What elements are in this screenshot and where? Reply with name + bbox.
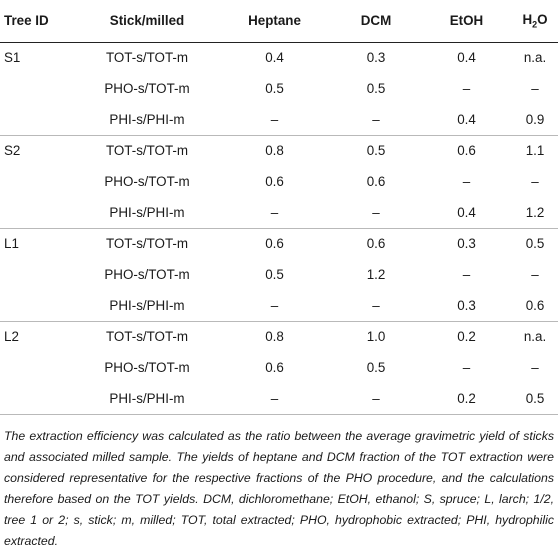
header-h2o: H2O bbox=[512, 0, 558, 43]
cell-etoh: 0.3 bbox=[421, 290, 512, 322]
cell-dcm: 0.5 bbox=[366, 360, 386, 375]
cell-etoh: – bbox=[462, 267, 471, 282]
table-row: PHI-s/PHI-m – –0.4 0.9 bbox=[0, 104, 558, 136]
table-row: PHO-s/TOT-m 0.5 0.5 – – bbox=[0, 73, 558, 104]
cell-etoh: 0.4 bbox=[421, 197, 512, 229]
cell-heptane: – bbox=[218, 290, 331, 322]
cell-h2o: 0.5 bbox=[525, 236, 545, 252]
cell-dcm: 0.3 bbox=[366, 50, 386, 66]
cell-tree-id bbox=[0, 290, 76, 322]
cell-heptane: – bbox=[218, 383, 331, 415]
cell-stick-milled: PHO-s/TOT-m bbox=[104, 81, 190, 96]
cell-tree-id: S2 bbox=[4, 143, 21, 159]
extraction-efficiency-table: Tree ID Stick/milled Heptane DCM EtOH H2… bbox=[0, 0, 558, 415]
cell-etoh: 0.6 bbox=[457, 143, 476, 159]
cell-dcm: – bbox=[331, 383, 421, 415]
header-etoh: EtOH bbox=[421, 0, 512, 43]
cell-etoh: – bbox=[462, 360, 471, 375]
cell-dcm: 0.5 bbox=[366, 143, 386, 159]
cell-stick-milled: PHI-s/PHI-m bbox=[76, 104, 218, 136]
cell-stick-milled: TOT-s/TOT-m bbox=[105, 236, 189, 252]
table-row: PHO-s/TOT-m 0.6 0.5 – – bbox=[0, 352, 558, 383]
cell-dcm: 1.2 bbox=[366, 267, 386, 282]
cell-tree-id: L1 bbox=[4, 236, 19, 252]
cell-heptane: 0.5 bbox=[265, 267, 284, 282]
cell-tree-id bbox=[0, 166, 76, 197]
cell-heptane: 0.6 bbox=[265, 236, 284, 252]
cell-tree-id: S1 bbox=[4, 50, 21, 66]
table-header-row: Tree ID Stick/milled Heptane DCM EtOH H2… bbox=[0, 0, 558, 43]
cell-etoh: 0.3 bbox=[457, 236, 476, 252]
cell-h2o: – bbox=[531, 81, 539, 96]
cell-dcm: 0.5 bbox=[366, 81, 386, 96]
cell-h2o: – bbox=[531, 174, 539, 189]
cell-heptane: 0.6 bbox=[265, 174, 284, 189]
cell-etoh: – bbox=[462, 81, 471, 96]
cell-stick-milled: PHI-s/PHI-m bbox=[76, 197, 218, 229]
header-h2o-h: H bbox=[522, 11, 533, 27]
table-row: S2 TOT-s/TOT-m 0.8 0.5 0.6 1.1 bbox=[0, 135, 558, 166]
cell-h2o: n.a. bbox=[523, 50, 547, 66]
table-footnote: The extraction efficiency was calculated… bbox=[4, 429, 554, 548]
cell-heptane: 0.8 bbox=[265, 329, 284, 345]
cell-etoh: 0.4 bbox=[457, 50, 476, 66]
table-row: S1 TOT-s/TOT-m 0.4 0.3 0.4 n.a. bbox=[0, 42, 558, 73]
cell-stick-milled: PHO-s/TOT-m bbox=[104, 360, 190, 375]
cell-heptane: 0.4 bbox=[265, 50, 284, 66]
table-row: PHO-s/TOT-m 0.5 1.2 – – bbox=[0, 259, 558, 290]
table-row: PHO-s/TOT-m 0.6 0.6 – – bbox=[0, 166, 558, 197]
cell-dcm: – bbox=[331, 197, 421, 229]
cell-h2o: n.a. bbox=[523, 329, 547, 345]
table-body: S1 TOT-s/TOT-m 0.4 0.3 0.4 n.a. PHO-s/TOT-m 0.5… bbox=[0, 42, 558, 415]
cell-stick-milled: PHO-s/TOT-m bbox=[104, 174, 190, 189]
cell-stick-milled: TOT-s/TOT-m bbox=[105, 50, 189, 66]
cell-heptane: 0.8 bbox=[265, 143, 284, 159]
cell-heptane: 0.5 bbox=[265, 81, 284, 96]
cell-tree-id bbox=[0, 73, 76, 104]
cell-heptane: – bbox=[218, 104, 331, 136]
table-row: PHI-s/PHI-m – –0.4 1.2 bbox=[0, 197, 558, 229]
cell-stick-milled: PHO-s/TOT-m bbox=[104, 267, 190, 282]
cell-dcm: – bbox=[331, 104, 421, 136]
cell-h2o: 1.2 bbox=[512, 197, 558, 229]
cell-dcm: 0.6 bbox=[366, 236, 386, 252]
cell-etoh: 0.2 bbox=[421, 383, 512, 415]
cell-h2o: 0.5 bbox=[512, 383, 558, 415]
cell-dcm: 1.0 bbox=[366, 329, 386, 345]
cell-tree-id bbox=[0, 197, 76, 229]
table-row: L1 TOT-s/TOT-m 0.6 0.6 0.3 0.5 bbox=[0, 228, 558, 259]
cell-tree-id bbox=[0, 104, 76, 136]
table-row: PHI-s/PHI-m – –0.2 0.5 bbox=[0, 383, 558, 415]
table-row: PHI-s/PHI-m – –0.3 0.6 bbox=[0, 290, 558, 322]
cell-tree-id bbox=[0, 383, 76, 415]
cell-etoh: – bbox=[462, 174, 471, 189]
table-row: L2 TOT-s/TOT-m 0.8 1.0 0.2 n.a. bbox=[0, 321, 558, 352]
cell-heptane: – bbox=[218, 197, 331, 229]
cell-h2o: 0.9 bbox=[512, 104, 558, 136]
cell-stick-milled: TOT-s/TOT-m bbox=[105, 329, 189, 345]
cell-etoh: 0.4 bbox=[421, 104, 512, 136]
header-stick-milled: Stick/milled bbox=[76, 0, 218, 43]
cell-etoh: 0.2 bbox=[457, 329, 476, 345]
cell-h2o: 0.6 bbox=[512, 290, 558, 322]
cell-tree-id bbox=[0, 352, 76, 383]
cell-h2o: 1.1 bbox=[525, 143, 545, 159]
cell-h2o: – bbox=[531, 360, 539, 375]
cell-dcm: – bbox=[331, 290, 421, 322]
header-tree-id: Tree ID bbox=[0, 0, 76, 43]
cell-h2o: – bbox=[531, 267, 539, 282]
header-dcm: DCM bbox=[331, 0, 421, 43]
cell-dcm: 0.6 bbox=[366, 174, 386, 189]
header-h2o-subscript: 2 bbox=[532, 19, 538, 30]
header-heptane: Heptane bbox=[218, 0, 331, 43]
cell-heptane: 0.6 bbox=[265, 360, 284, 375]
cell-stick-milled: PHI-s/PHI-m bbox=[76, 383, 218, 415]
header-h2o-o: O bbox=[537, 11, 548, 27]
cell-tree-id bbox=[0, 259, 76, 290]
cell-tree-id: L2 bbox=[4, 329, 19, 345]
cell-stick-milled: PHI-s/PHI-m bbox=[76, 290, 218, 322]
cell-stick-milled: TOT-s/TOT-m bbox=[105, 143, 189, 159]
